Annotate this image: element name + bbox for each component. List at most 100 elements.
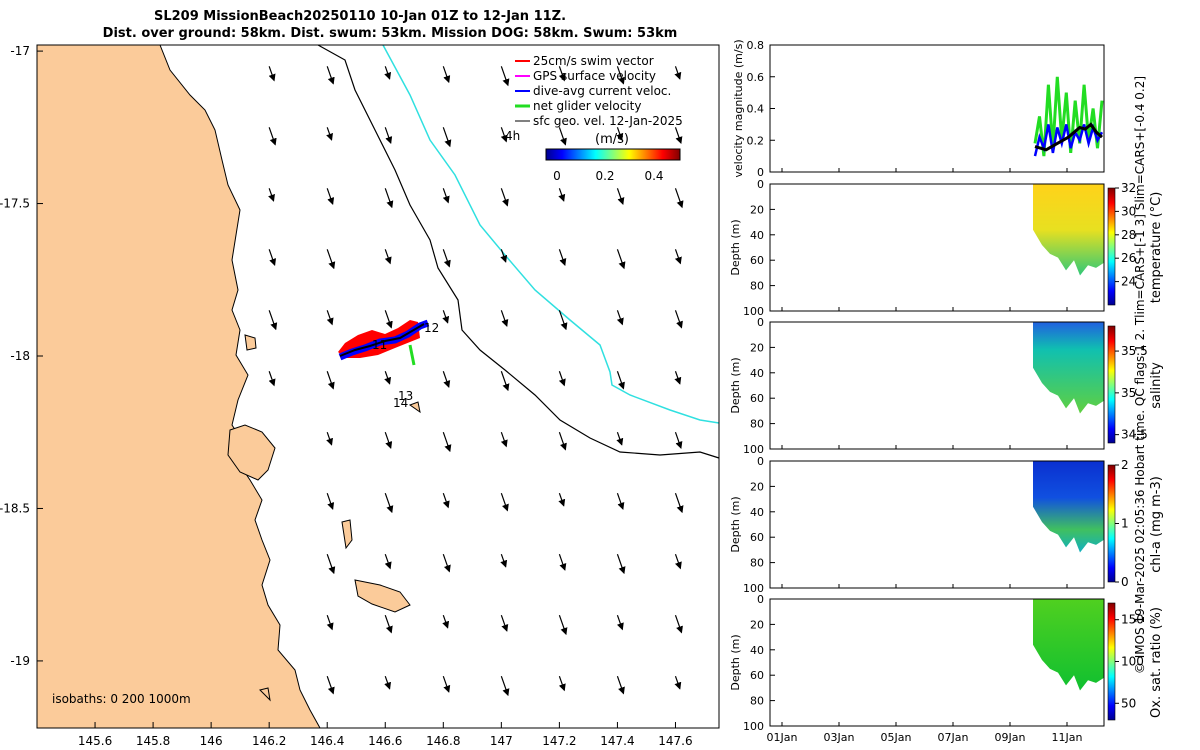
velocity-ytick: 0.6 <box>747 71 765 84</box>
colorbar-tick: 26 <box>1121 251 1136 265</box>
velocity-vector <box>500 432 508 448</box>
map-ytick-label: -19 <box>10 654 30 668</box>
map-xtick-label: 146.8 <box>426 734 460 748</box>
velocity-vector <box>326 66 335 85</box>
depth-tick: 20 <box>750 203 764 216</box>
velocity-vector <box>500 493 509 512</box>
map-xtick-label: 146.2 <box>252 734 286 748</box>
velocity-vector <box>442 675 451 693</box>
velocity-vector <box>326 188 335 206</box>
velocity-vector <box>558 432 567 451</box>
section-fill-chla <box>1033 461 1104 553</box>
velocity-vector <box>268 371 276 387</box>
depth-tick: 100 <box>743 305 764 318</box>
depth-tick: 40 <box>750 506 764 519</box>
velocity-vector <box>616 614 624 631</box>
velocity-vector <box>674 614 683 634</box>
depth-tick: 100 <box>743 443 764 456</box>
velocity-vector <box>500 310 509 328</box>
velocity-vector <box>674 310 683 329</box>
velocity-vector <box>616 310 624 326</box>
legend-item-4: sfc geo. vel. 12-Jan-2025 <box>533 114 683 128</box>
cb-tick-1: 0.2 <box>595 169 614 183</box>
velocity-vector <box>384 127 393 145</box>
depth-tick: 60 <box>750 669 764 682</box>
colorbar-tick: 0 <box>1121 575 1129 589</box>
date-tick: 09Jan <box>995 731 1026 744</box>
velocity-vector <box>442 127 452 148</box>
legend-item-1: GPS surface velocity <box>533 69 656 83</box>
velocity-vector <box>674 188 684 209</box>
depth-tick: 100 <box>743 720 764 733</box>
velocity-vector <box>268 66 276 82</box>
velocity-vector <box>500 614 509 632</box>
depth-tick: 80 <box>750 280 764 293</box>
island <box>354 579 411 613</box>
depth-tick: 100 <box>743 582 764 595</box>
velocity-vector <box>500 554 508 568</box>
velocity-vector <box>558 310 568 331</box>
velocity-vector <box>674 371 682 385</box>
velocity-vector <box>326 614 334 631</box>
velocity-vector <box>384 249 392 265</box>
depth-ylabel: Depth (m) <box>730 219 742 275</box>
colorbar-temperature <box>1107 187 1116 306</box>
panel-frame <box>769 44 1105 173</box>
map-ytick-label: -17 <box>10 44 30 58</box>
cb-tick-2: 0.4 <box>644 169 663 183</box>
island <box>259 687 271 702</box>
depth-ylabel: Depth (m) <box>730 634 742 690</box>
colorbar-tick: 1 <box>1121 517 1129 531</box>
colorbar-tick: 28 <box>1121 228 1136 242</box>
velocity-vector <box>326 432 333 446</box>
velocity-ytick: 0.4 <box>747 103 765 116</box>
depth-tick: 0 <box>757 178 764 191</box>
depth-tick: 60 <box>750 392 764 405</box>
panel-frame <box>769 460 1105 589</box>
colorbar-tick: 50 <box>1121 696 1136 710</box>
map-ytick-label: -18 <box>10 349 30 363</box>
velocity-vector <box>384 493 394 514</box>
depth-tick: 20 <box>750 618 764 631</box>
velocity-vector <box>268 249 277 267</box>
velocity-vector <box>442 188 450 204</box>
island <box>408 401 421 414</box>
velocity-vector <box>616 493 625 510</box>
colorbar-salinity <box>1107 325 1116 444</box>
velocity-vector <box>674 127 683 145</box>
colorbar-tick: 32 <box>1121 181 1136 195</box>
glider-track-black <box>339 323 425 357</box>
velocity-vector <box>442 614 450 629</box>
depth-tick: 80 <box>750 418 764 431</box>
map-xtick-label: 147.4 <box>600 734 634 748</box>
depth-tick: 20 <box>750 480 764 493</box>
chart-title-line1: SL209 MissionBeach20250110 10-Jan 01Z to… <box>153 9 567 24</box>
isobath-1000 <box>382 44 720 424</box>
depth-tick: 40 <box>750 367 764 380</box>
velocity-vector <box>268 127 277 146</box>
velocity-vector <box>326 127 333 141</box>
velocity-vector <box>500 188 509 207</box>
colorbar-label-oxygen: Ox. sat. ratio (%) <box>1149 607 1164 718</box>
velocity-vector <box>500 371 510 392</box>
colorbar-label-temperature: temperature (°C) <box>1149 192 1164 304</box>
velocity-vector <box>616 249 626 270</box>
date-tick: 03Jan <box>824 731 855 744</box>
velocity-vector <box>558 66 566 82</box>
colorbar-label-salinity: salinity <box>1149 362 1164 409</box>
map-xtick-label: 145.8 <box>136 734 170 748</box>
velocity-ytick: 0 <box>757 166 764 179</box>
velocity-vector <box>674 66 682 80</box>
panel-chla: 0 20 40 60 80 100 Depth (m) 2 1 0 chl-a (mg m-3) <box>730 455 1164 595</box>
legend-item-3: net glider velocity <box>533 99 641 113</box>
day-label-14: 14 <box>393 396 408 410</box>
date-tick: 05Jan <box>881 731 912 744</box>
velocity-vector <box>558 371 566 387</box>
chart-title-line2: Dist. over ground: 58km. Dist. swum: 53k… <box>102 26 678 41</box>
legend-note: 4h <box>505 129 520 143</box>
map-xtick-label: 146.4 <box>310 734 344 748</box>
velocity-vector <box>384 310 393 329</box>
map-chart: 11 12 13 14 25cm/s swim vector GPS surfa… <box>0 44 720 748</box>
velocity-series-2 <box>1034 122 1103 152</box>
